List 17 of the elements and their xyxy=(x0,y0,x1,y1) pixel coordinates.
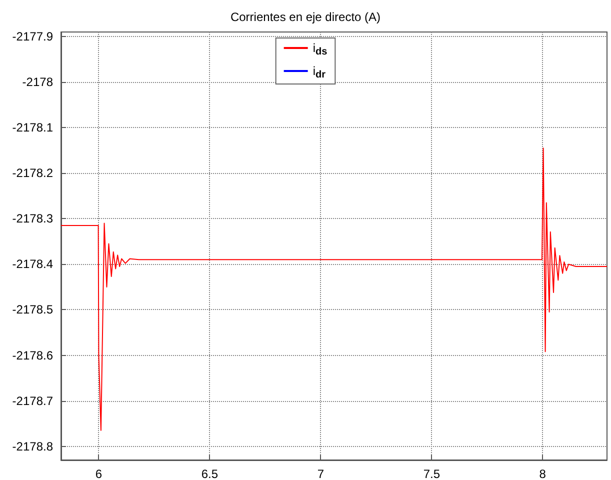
y-tick-label: -2178 xyxy=(22,75,54,90)
y-tick-label: -2178.5 xyxy=(12,302,54,317)
x-tick-label: 7.5 xyxy=(423,467,440,480)
y-tick-label: -2177.9 xyxy=(12,30,54,44)
y-tick-label: -2178.7 xyxy=(12,394,54,408)
line-series xyxy=(60,148,608,431)
y-tick-label: -2178.4 xyxy=(12,257,54,272)
x-tick-label: 7 xyxy=(317,467,324,480)
x-tick-label: 8 xyxy=(539,467,546,480)
y-tick-label: -2178.8 xyxy=(12,439,54,454)
y-tick-label: -2178.3 xyxy=(12,212,54,226)
x-tick-label: 6.5 xyxy=(201,467,218,480)
y-tick-label: -2178.2 xyxy=(12,166,54,180)
y-tick-label: -2178.1 xyxy=(12,120,54,135)
x-tick-label: 6 xyxy=(95,467,102,480)
y-tick-label: -2178.6 xyxy=(12,348,54,362)
chart-title: Corrientes en eje directo (A) xyxy=(230,10,381,24)
